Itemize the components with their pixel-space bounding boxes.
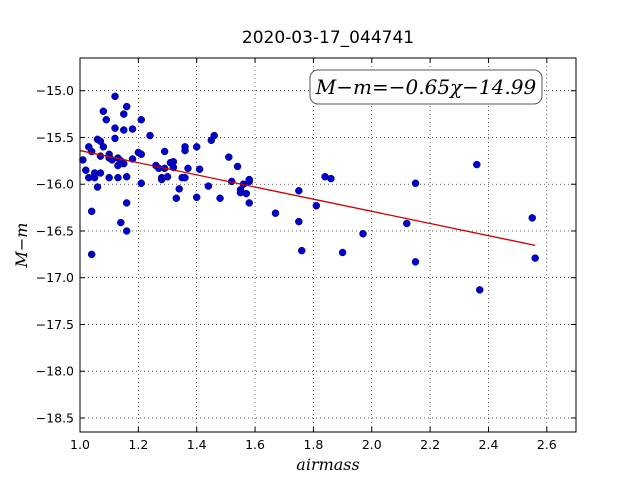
data-point xyxy=(122,172,131,181)
data-point xyxy=(93,183,102,191)
data-point xyxy=(99,143,108,151)
data-point xyxy=(122,227,131,235)
x-axis-ticks: 1.0 1.2 1.4 1.6 1.8 2.0 2.2 2.4 2.6 xyxy=(70,58,557,452)
chart-title: 2020-03-17_044741 xyxy=(242,28,414,48)
y-axis-label: M−m xyxy=(12,223,31,269)
y-tick-label: −16.5 xyxy=(36,223,74,238)
data-point xyxy=(172,194,181,202)
data-point xyxy=(295,217,303,226)
data-point xyxy=(473,160,481,169)
data-point xyxy=(242,189,251,198)
data-point xyxy=(137,150,146,159)
fit-line xyxy=(79,149,536,247)
data-point xyxy=(122,102,131,111)
data-point xyxy=(117,218,125,227)
data-point xyxy=(160,147,169,156)
data-point xyxy=(475,286,484,294)
data-point xyxy=(192,143,201,151)
data-point xyxy=(90,173,99,182)
data-point xyxy=(111,92,119,101)
data-point xyxy=(99,107,108,116)
data-point xyxy=(531,254,539,262)
data-point xyxy=(528,214,536,222)
data-point xyxy=(105,173,113,182)
data-point xyxy=(327,174,335,183)
data-point xyxy=(195,165,204,174)
data-point xyxy=(120,159,128,168)
data-point xyxy=(411,258,420,266)
y-tick-label: −15.5 xyxy=(36,130,74,145)
x-tick-label: 1.8 xyxy=(303,437,323,452)
data-point xyxy=(111,134,119,143)
data-point xyxy=(114,173,122,182)
y-tick-label: −17.5 xyxy=(36,317,74,332)
data-point xyxy=(271,209,280,217)
data-point xyxy=(184,164,192,173)
data-point xyxy=(111,124,119,132)
x-tick-label: 1.6 xyxy=(245,437,265,452)
data-point xyxy=(210,131,218,140)
data-point xyxy=(295,187,303,195)
data-point xyxy=(233,162,242,171)
y-tick-label: −18.0 xyxy=(36,364,74,379)
data-point xyxy=(403,219,411,228)
x-axis-label: airmass xyxy=(296,455,359,474)
y-axis-ticks: −15.0 −15.5 −16.0 −16.5 −17.0 −17.5 −18.0 −18.5 xyxy=(36,83,576,425)
data-point xyxy=(181,173,189,182)
plot-area xyxy=(79,92,539,294)
data-point xyxy=(120,110,128,118)
data-point xyxy=(297,246,306,255)
data-point xyxy=(79,156,87,164)
data-point xyxy=(137,179,146,188)
x-tick-label: 2.0 xyxy=(362,437,382,452)
data-point xyxy=(312,201,321,210)
data-point xyxy=(175,185,183,193)
data-point xyxy=(163,172,172,181)
data-point xyxy=(82,166,90,174)
data-point xyxy=(225,153,233,161)
fit-annotation-box xyxy=(309,69,543,105)
data-point xyxy=(216,194,224,202)
plot-frame xyxy=(79,57,577,433)
data-point xyxy=(204,182,213,190)
data-point xyxy=(411,179,420,188)
data-point xyxy=(128,125,137,133)
x-tick-label: 2.4 xyxy=(479,437,499,452)
y-tick-label: −16.0 xyxy=(36,177,74,192)
data-point xyxy=(137,115,146,124)
y-tick-label: −15.0 xyxy=(36,83,74,98)
x-tick-label: 2.2 xyxy=(420,437,440,452)
data-point xyxy=(102,115,111,124)
y-tick-label: −18.5 xyxy=(36,410,74,425)
data-point xyxy=(192,193,201,202)
data-point xyxy=(120,126,128,134)
data-point xyxy=(96,169,105,177)
grid xyxy=(79,58,576,432)
data-point xyxy=(87,207,96,216)
x-tick-label: 1.2 xyxy=(128,437,148,452)
y-tick-label: −17.0 xyxy=(36,270,74,285)
data-point xyxy=(359,230,367,238)
data-point xyxy=(146,131,154,140)
fit-annotation-text: M−m=−0.65χ−14.99 xyxy=(315,75,537,99)
x-tick-label: 2.6 xyxy=(537,437,557,452)
data-point xyxy=(338,248,347,257)
x-tick-label: 1.0 xyxy=(70,437,90,452)
data-point xyxy=(87,250,96,259)
data-point xyxy=(181,146,189,155)
data-point xyxy=(245,175,253,184)
x-tick-label: 1.4 xyxy=(187,437,207,452)
data-point xyxy=(122,199,131,207)
fit-annotation: M−m=−0.65χ−14.99 xyxy=(309,69,543,105)
data-point xyxy=(245,199,253,207)
